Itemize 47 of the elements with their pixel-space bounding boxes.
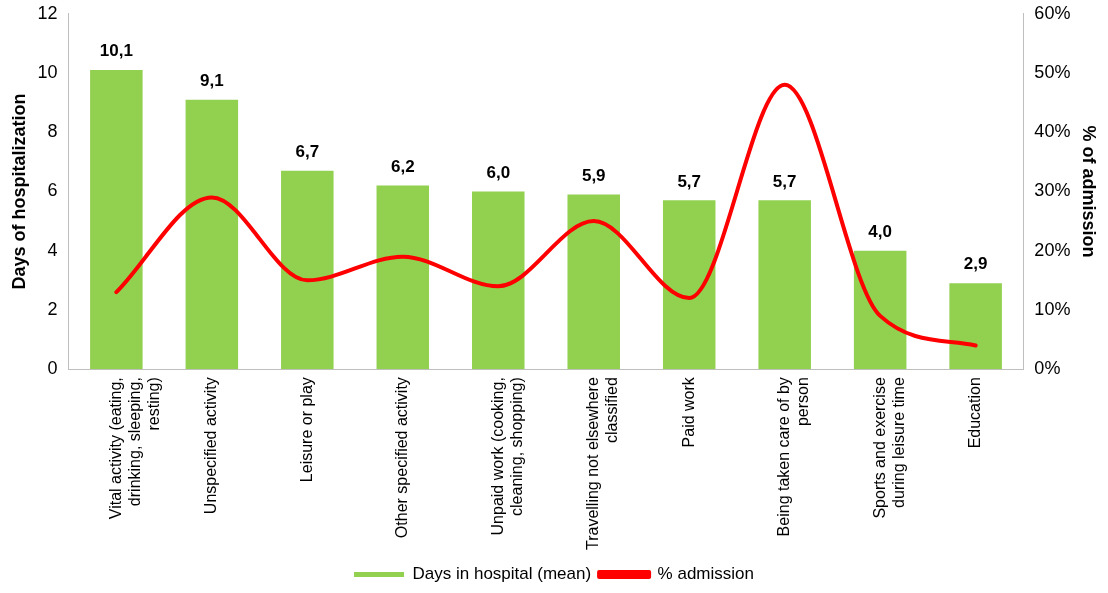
y-tick-label: 4 xyxy=(47,239,58,260)
y2-tick-label: 0% xyxy=(1034,358,1061,379)
bar xyxy=(472,191,525,370)
y2-tick-label: 20% xyxy=(1034,239,1071,260)
bar xyxy=(376,185,430,370)
x-tick-label: Unpaid work (cooking, cleaning, shopping) xyxy=(488,377,525,536)
legend-label: Days in hospital (mean) xyxy=(412,564,592,584)
y2-tick-label: 30% xyxy=(1034,180,1071,201)
bar xyxy=(281,170,334,370)
bar xyxy=(185,99,239,370)
x-tick-label: Vital activity (eating, drinking, sleeping, resting) xyxy=(106,377,163,520)
data-label: 9,1 xyxy=(200,70,224,90)
bar xyxy=(90,70,143,370)
data-label: 5,9 xyxy=(581,165,606,185)
bar xyxy=(567,194,620,370)
data-label: 2,9 xyxy=(963,254,988,274)
x-tick-label: Travelling not elsewhere classified xyxy=(584,377,621,550)
x-tick-label: Education xyxy=(966,377,984,449)
y2-tick-label: 60% xyxy=(1034,2,1071,23)
y2-tick-label: 50% xyxy=(1034,62,1071,82)
y-tick-label: 8 xyxy=(47,121,58,142)
y-tick-label: 0 xyxy=(47,358,58,379)
y-tick-label: 12 xyxy=(37,2,58,23)
bar xyxy=(949,283,1002,370)
data-label: 6,2 xyxy=(390,156,415,176)
bar xyxy=(662,200,716,370)
y2-tick-label: 10% xyxy=(1034,298,1071,319)
x-tick-label: Unspecified activity xyxy=(202,377,220,515)
bar xyxy=(853,250,907,370)
y-tick-label: 10 xyxy=(37,62,58,82)
y2-axis-title: % of admission xyxy=(1079,125,1100,258)
y2-tick-label: 40% xyxy=(1034,121,1071,142)
data-label: 6,0 xyxy=(486,162,511,182)
x-tick-label: Paid work xyxy=(679,376,697,448)
data-label: 5,7 xyxy=(677,171,702,191)
legend-label: % admission xyxy=(657,564,754,584)
y-tick-label: 6 xyxy=(47,180,58,201)
data-label: 4,0 xyxy=(868,221,892,241)
y-tick-label: 2 xyxy=(47,298,58,319)
x-tick-label: Leisure or play xyxy=(297,377,315,483)
x-tick-label: Being taken care of by person xyxy=(775,377,812,537)
y-axis-title: Days of hospitalization xyxy=(8,93,29,290)
data-label: 6,7 xyxy=(295,141,320,161)
data-label: 5,7 xyxy=(772,171,797,191)
data-label: 10,1 xyxy=(99,41,133,61)
bar xyxy=(758,200,811,370)
x-tick-label: Other specified activity xyxy=(393,377,411,539)
